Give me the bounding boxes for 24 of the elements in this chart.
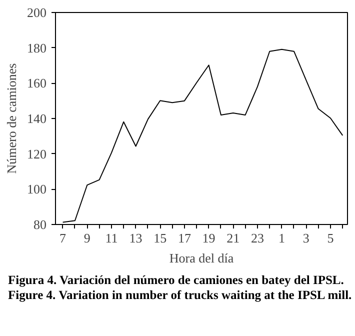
y-tick-label: 200 (27, 5, 46, 20)
x-tick-label: 17 (178, 230, 192, 246)
x-tick-label: 15 (154, 230, 167, 246)
text: Figura 4. Variación del número de camiones en batey del IPSL. (8, 273, 344, 287)
line-series (62, 48, 344, 223)
y-tick-label: 160 (27, 76, 46, 91)
x-tick-label: 9 (84, 230, 90, 246)
x-tick-label: 1 (278, 230, 286, 246)
x-tick-label: 13 (129, 230, 142, 246)
x-tick-label: 3 (302, 230, 310, 246)
caption: Figure 4. Variation in number of trucks waiting at the IPSL mill. (8, 288, 352, 302)
x-tick-label: 5 (327, 230, 334, 246)
x-tick-label: 23 (250, 230, 264, 246)
x-axis-title: Hora del día (169, 250, 234, 266)
y-tick-label: 80 (34, 217, 46, 232)
x-tick-label: 19 (202, 230, 216, 246)
y-axis-title: Número de camiones (4, 63, 19, 174)
y-tick-label: 180 (27, 40, 46, 56)
x-tick-label: 7 (60, 230, 67, 246)
y-tick-label: 100 (27, 182, 46, 197)
y-tick-label: 140 (27, 111, 46, 126)
x-tick-label: 21 (226, 230, 240, 246)
y-tick-label: 120 (27, 146, 46, 162)
x-tick-label: 11 (105, 230, 118, 246)
